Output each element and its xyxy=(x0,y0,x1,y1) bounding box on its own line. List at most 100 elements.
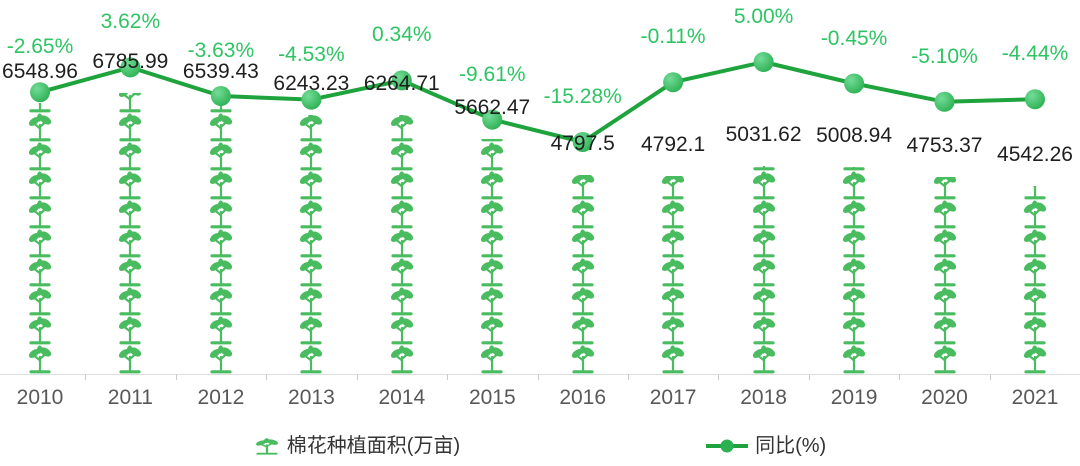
seedling-icon xyxy=(209,200,232,229)
seedling-icon xyxy=(300,229,323,258)
pictorial-bar[interactable] xyxy=(751,165,777,375)
line-marker[interactable] xyxy=(753,52,774,72)
line-marker[interactable] xyxy=(934,91,955,112)
pictorial-bar[interactable] xyxy=(117,92,143,374)
legend-label-area: 棉花种植面积(万亩) xyxy=(286,435,461,457)
pictorial-bar[interactable] xyxy=(298,115,324,374)
seedling-icon xyxy=(390,114,413,142)
seedling-icon xyxy=(300,258,323,287)
seedling-icon xyxy=(752,316,775,345)
x-axis-label: 2017 xyxy=(649,386,697,409)
line-marker[interactable] xyxy=(663,72,684,93)
seedling-icon xyxy=(119,142,142,171)
seedling-icon xyxy=(843,345,866,374)
pictorial-bar[interactable] xyxy=(841,166,867,375)
seedling-icon xyxy=(662,200,685,229)
pct-label: -15.28% xyxy=(543,85,622,108)
pictorial-bar[interactable] xyxy=(208,103,234,374)
line-marker[interactable] xyxy=(844,73,865,94)
seedling-icon xyxy=(933,200,956,229)
pct-label: -0.45% xyxy=(820,26,888,50)
pct-label: -2.65% xyxy=(6,35,74,59)
seedling-icon xyxy=(209,287,232,316)
seedling-icon xyxy=(119,258,142,287)
line-marker[interactable] xyxy=(301,89,322,110)
seedling-icon xyxy=(119,113,142,142)
seedling-icon xyxy=(481,139,503,142)
x-axis-label: 2016 xyxy=(559,386,607,409)
seedling-icon xyxy=(28,316,52,345)
line-marker[interactable] xyxy=(572,132,593,152)
seedling-icon xyxy=(662,345,685,374)
seedling-icon xyxy=(571,200,594,229)
seedling-icon xyxy=(119,229,142,258)
seedling-icon xyxy=(119,287,142,316)
x-axis-label: 2020 xyxy=(921,386,968,409)
seedling-icon xyxy=(571,229,594,258)
seedling-icon xyxy=(300,171,323,200)
pct-label: 0.34% xyxy=(372,23,432,47)
seedling-icon xyxy=(843,200,866,229)
seedling-icon xyxy=(843,258,866,287)
x-axis-tick xyxy=(356,374,358,380)
pictorial-bar[interactable] xyxy=(389,114,415,375)
seedling-icon xyxy=(481,316,504,345)
pictorial-bar[interactable] xyxy=(479,139,505,374)
line-marker[interactable] xyxy=(210,86,231,106)
line-marker[interactable] xyxy=(482,109,503,130)
legend-label-yoy: 同比(%) xyxy=(755,435,827,457)
pictorial-bar[interactable] xyxy=(1022,185,1048,374)
seedling-icon xyxy=(209,171,232,200)
seedling-icon xyxy=(28,229,52,258)
seedling-icon xyxy=(255,437,278,455)
line-marker[interactable] xyxy=(391,70,412,91)
x-axis-label: 2012 xyxy=(197,386,245,409)
seedling-icon xyxy=(119,92,142,113)
legend-item-yoy[interactable]: 同比(%) xyxy=(706,434,826,458)
x-axis-tick xyxy=(808,374,810,380)
seedling-icon xyxy=(571,175,594,200)
pictorial-bar[interactable] xyxy=(660,175,686,375)
pictorial-bar[interactable] xyxy=(570,175,596,374)
seedling-icon xyxy=(300,200,323,229)
pictorial-bar[interactable] xyxy=(27,102,53,374)
seedling-icon xyxy=(300,316,323,345)
x-axis-tick xyxy=(899,374,901,380)
seedling-icon xyxy=(300,115,323,142)
x-axis-line xyxy=(0,374,1080,375)
seedling-icon xyxy=(28,200,52,229)
line-marker-icon xyxy=(706,438,749,454)
seedling-icon xyxy=(119,200,142,229)
x-axis-label: 2018 xyxy=(740,386,787,409)
x-axis-tick xyxy=(537,374,539,380)
seedling-icon xyxy=(933,177,956,200)
seedling-icon xyxy=(29,102,51,113)
seedling-icon xyxy=(390,171,413,200)
seedling-icon xyxy=(752,165,775,171)
seedling-icon xyxy=(28,258,52,287)
x-axis-tick xyxy=(718,374,720,380)
seedling-icon xyxy=(28,345,52,374)
seedling-icon xyxy=(254,437,280,455)
seedling-icon xyxy=(1023,229,1047,258)
line-marker[interactable] xyxy=(30,82,50,103)
seedling-icon xyxy=(390,316,413,345)
seedling-icon xyxy=(209,229,232,258)
pct-label: -4.53% xyxy=(278,42,345,66)
x-axis-tick xyxy=(447,374,448,380)
seedling-icon xyxy=(300,287,323,316)
x-axis-tick xyxy=(85,374,87,380)
line-marker[interactable] xyxy=(1025,89,1045,110)
x-axis-tick xyxy=(175,374,177,380)
seedling-icon xyxy=(28,113,52,142)
legend-item-area[interactable]: 棉花种植面积(万亩) xyxy=(254,434,460,458)
x-axis-label: 2014 xyxy=(378,386,426,409)
seedling-icon xyxy=(571,287,594,316)
pictorial-bar[interactable] xyxy=(932,177,958,374)
seedling-icon xyxy=(28,142,52,171)
pct-label: -0.11% xyxy=(640,25,706,49)
seedling-icon xyxy=(390,287,413,316)
seedling-icon xyxy=(843,287,866,316)
line-marker[interactable] xyxy=(120,57,141,78)
seedling-icon xyxy=(300,345,323,374)
